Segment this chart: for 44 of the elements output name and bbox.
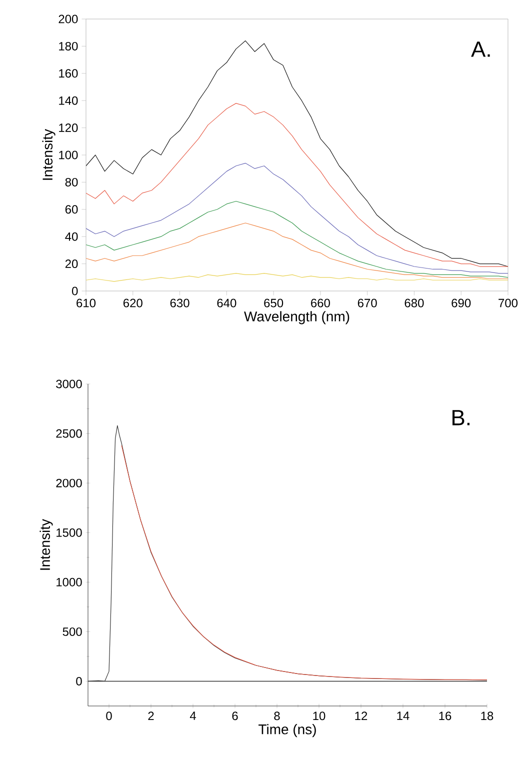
x-tick-label: 640 <box>217 298 236 308</box>
x-tick-label: 12 <box>355 712 368 720</box>
x-tick-label: 2 <box>148 712 154 720</box>
x-tick-label: 610 <box>76 298 96 308</box>
y-tick-label: 60 <box>65 205 78 214</box>
annotation: A. <box>471 42 490 57</box>
y-tick-label: 140 <box>59 96 78 105</box>
y-tick-label: 100 <box>59 150 78 160</box>
x-tick-label: 680 <box>404 298 424 308</box>
x-tick-label: 620 <box>123 298 142 308</box>
y-tick-label: 2000 <box>56 478 82 488</box>
y-tick-label: 0 <box>76 676 82 686</box>
x-tick-label: 6 <box>232 712 238 720</box>
y-tick-label: 40 <box>65 232 78 241</box>
y-tick-label: 500 <box>62 627 82 636</box>
y-tick-label: 20 <box>65 260 78 268</box>
y-tick-label: 1000 <box>56 578 82 586</box>
annotation: B. <box>452 410 470 426</box>
y-axis-title: Intensity <box>42 128 56 180</box>
x-tick-label: 650 <box>264 298 284 308</box>
y-tick-label: 160 <box>59 69 78 78</box>
x-tick-label: 4 <box>190 712 196 720</box>
x-tick-label: 10 <box>313 712 326 720</box>
x-tick-label: 700 <box>498 298 518 308</box>
x-tick-label: 14 <box>397 712 410 720</box>
y-axis-title: Intensity <box>40 518 53 570</box>
x-tick-label: 18 <box>481 712 494 720</box>
x-tick-label: 0 <box>106 712 112 720</box>
y-tick-label: 1500 <box>56 528 82 537</box>
y-tick-label: 80 <box>65 178 78 186</box>
y-tick-label: 0 <box>72 286 78 296</box>
x-tick-label: 660 <box>311 298 330 308</box>
x-axis-title: Wavelength (nm) <box>244 311 350 324</box>
x-axis-title: Time (ns) <box>258 724 316 738</box>
y-tick-label: 2500 <box>56 429 82 438</box>
x-tick-label: 690 <box>452 298 471 308</box>
y-tick-label: 180 <box>59 42 78 50</box>
y-tick-label: 200 <box>58 14 78 24</box>
x-tick-label: 670 <box>358 298 377 308</box>
x-tick-label: 8 <box>274 712 280 720</box>
x-tick-label: 630 <box>170 298 190 308</box>
y-tick-label: 3000 <box>56 380 82 388</box>
y-tick-label: 120 <box>59 124 78 132</box>
x-tick-label: 16 <box>439 712 452 720</box>
